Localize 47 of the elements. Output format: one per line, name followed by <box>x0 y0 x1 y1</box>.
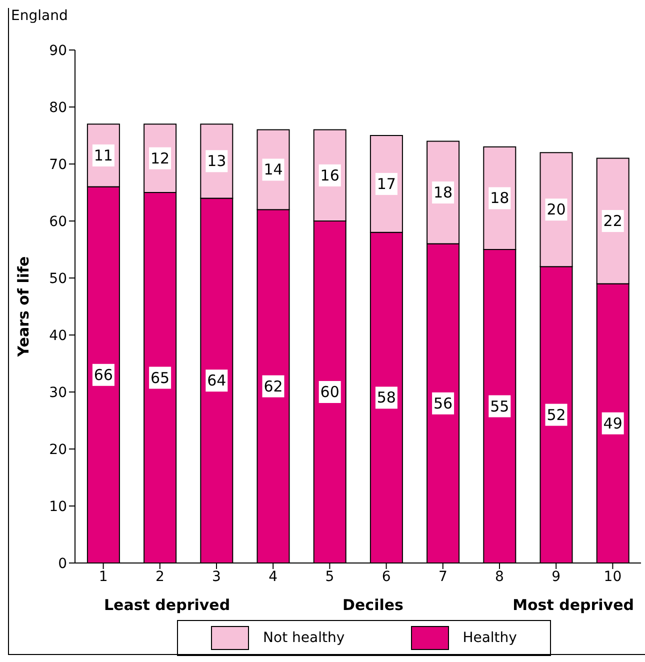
data-label: 14 <box>264 160 283 179</box>
x-tick-label: 4 <box>268 568 278 585</box>
data-label: 12 <box>150 149 170 168</box>
data-label: 22 <box>603 212 622 230</box>
y-tick-label: 80 <box>49 100 67 116</box>
y-tick-label: 30 <box>49 384 67 401</box>
y-axis-title: Years of life <box>14 256 32 358</box>
y-tick-label: 0 <box>58 556 67 572</box>
y-tick-label: 60 <box>49 214 67 230</box>
data-label: 56 <box>434 394 453 412</box>
data-label: 16 <box>320 166 340 184</box>
x-tick-label: 3 <box>212 568 221 585</box>
y-tick-label: 10 <box>49 498 67 515</box>
data-label: 18 <box>490 189 510 208</box>
x-tick-label: 9 <box>552 568 561 585</box>
y-tick-label: 90 <box>49 42 67 59</box>
x-tick-label: 8 <box>495 568 504 585</box>
data-label: 64 <box>207 372 226 390</box>
data-label: 60 <box>320 383 340 401</box>
x-tick-label: 10 <box>604 568 622 585</box>
x-axis-title: Deciles <box>342 596 404 614</box>
data-label: 52 <box>546 406 566 424</box>
y-tick-label: 50 <box>49 270 67 287</box>
text: England <box>11 8 68 24</box>
data-label: 62 <box>264 377 283 396</box>
legend-label: Not healthy <box>263 630 345 646</box>
x-tick-label: 7 <box>438 568 448 585</box>
data-label: 58 <box>376 388 396 407</box>
data-label: 18 <box>434 184 453 202</box>
x-tick-label: 1 <box>98 568 108 585</box>
data-label: 49 <box>603 414 622 432</box>
data-label: 20 <box>546 200 566 219</box>
y-tick-label: 40 <box>49 328 67 344</box>
data-label: 11 <box>94 146 113 164</box>
data-label: 55 <box>490 397 510 416</box>
x-tick-label: 5 <box>325 568 334 585</box>
y-tick-label: 20 <box>49 442 67 458</box>
data-label: 66 <box>94 366 113 384</box>
x-tick-label: 2 <box>155 568 164 585</box>
x-tick-label: 6 <box>382 568 391 585</box>
data-label: 17 <box>376 174 396 193</box>
data-label: 65 <box>150 368 170 387</box>
text: Least deprived <box>104 596 230 614</box>
data-label: 13 <box>207 152 226 170</box>
y-tick-label: 70 <box>49 156 67 173</box>
legend-label: Healthy <box>462 630 517 646</box>
text: Most deprived <box>512 596 634 614</box>
